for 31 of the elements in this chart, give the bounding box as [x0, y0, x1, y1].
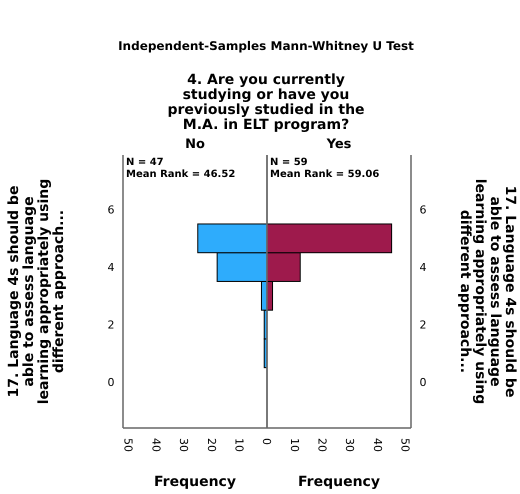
x-tick-label: 40: [370, 438, 384, 452]
text: No: [185, 137, 205, 152]
x-tick-label: 50: [122, 438, 135, 452]
y-tick-label: 6: [108, 203, 114, 216]
annotation: Mean Rank = 59.06: [270, 169, 380, 180]
x-tick-label: 50: [398, 438, 412, 452]
y-axis-title: 17. Language 4s should be able to assess language learning appropriately using different approach...: [6, 178, 67, 404]
x-tick-label: 10: [288, 438, 301, 452]
annotation: Mean Rank = 46.52: [126, 169, 236, 180]
y-tick-label: 0: [420, 376, 426, 389]
y-axis-title: 17. Language 4s should be able to assess language learning appropriately using different approach...: [457, 178, 518, 404]
x-tick-label: 30: [343, 438, 356, 452]
x-tick-label: 30: [177, 438, 190, 452]
y-tick-label: 2: [420, 318, 426, 332]
x-axis-title: Frequency: [154, 474, 236, 490]
y-tick-label: 0: [108, 376, 114, 389]
annotation: N = 47: [126, 157, 164, 168]
y-tick-label: 2: [108, 318, 114, 332]
x-tick-label: 40: [149, 438, 162, 452]
text: Yes: [326, 137, 352, 152]
x-tick-label: 20: [204, 438, 218, 452]
y-tick-label: 6: [420, 203, 426, 216]
y-tick-label: 4: [420, 260, 426, 274]
y-tick-label: 4: [108, 260, 114, 274]
chart-subtitle: 4. Are you currently studying or have you previously studied in the M.A. in ELT program?: [167, 72, 365, 133]
annotation: N = 59: [270, 157, 308, 168]
x-axis-title: Frequency: [298, 474, 380, 490]
x-tick-label: 10: [232, 438, 246, 452]
chart-title: Independent-Samples Mann-Whitney U Test: [118, 39, 414, 53]
x-tick-label: 20: [316, 438, 329, 452]
x-tick-label: 0: [260, 438, 274, 445]
